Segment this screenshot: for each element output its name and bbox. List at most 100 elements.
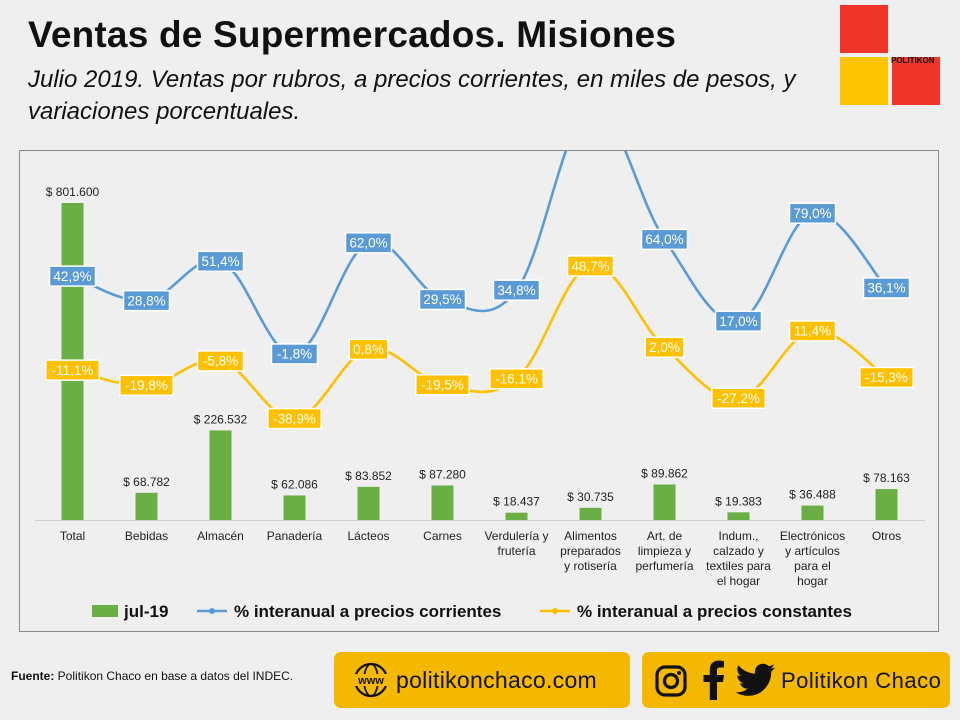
data-label-corrientes: 28,8% <box>127 293 165 308</box>
logo-square-red-top <box>840 5 888 53</box>
category-label: textiles para <box>706 559 771 573</box>
data-label-box-constantes <box>566 255 615 277</box>
page-subtitle: Julio 2019. Ventas por rubros, a precios… <box>28 66 796 125</box>
data-label-corrientes: -1,8% <box>277 347 312 362</box>
bar <box>283 495 306 520</box>
category-label: Electrónicos <box>780 529 845 543</box>
politikon-logo: POLITIKON <box>840 5 940 105</box>
twitter-icon[interactable] <box>736 663 776 697</box>
data-label-constantes: -11,1% <box>52 363 94 378</box>
globe-icon: www <box>353 662 389 698</box>
category-label: limpieza y <box>638 544 691 558</box>
data-label-box-corrientes <box>862 277 911 299</box>
data-label-box-corrientes <box>344 232 393 254</box>
data-label-box-constantes <box>415 374 470 396</box>
data-label-box-corrientes <box>196 250 245 273</box>
data-label-box-corrientes <box>270 343 319 365</box>
sales-chart: $ 801.600 $ 68.782 $ 226.532 $ 62.086 $ 83.8… <box>35 151 925 621</box>
category-label: Lácteos <box>347 529 389 543</box>
data-label-box-constantes <box>788 320 837 342</box>
category-label: para el <box>794 559 831 573</box>
data-label-box-corrientes <box>122 289 171 312</box>
data-label-box-constantes <box>859 366 914 389</box>
data-label-corrientes: 64,0% <box>645 232 683 247</box>
logo-square-red-bottom <box>892 57 940 105</box>
data-label-corrientes: 36,1% <box>867 281 905 296</box>
category-label: y rotisería <box>564 559 617 573</box>
source-text: Politikon Chaco en base a datos del INDE… <box>54 669 294 683</box>
globe-www-text: www <box>357 675 384 687</box>
data-label-box-corrientes <box>714 310 763 332</box>
data-label-box-constantes <box>489 368 544 390</box>
series-line-corrientes <box>72 151 888 356</box>
bar <box>653 484 676 520</box>
source-note: Fuente: Politikon Chaco en base a datos … <box>11 669 293 683</box>
data-label-constantes: -16,1% <box>495 372 538 387</box>
bar <box>209 430 232 520</box>
category-label: y artículos <box>785 544 840 558</box>
data-label-corrientes: 34,8% <box>497 283 535 298</box>
bar-value-label: $ 62.086 <box>271 477 318 491</box>
category-label: Almacén <box>197 529 244 543</box>
category-label: Otros <box>872 529 901 543</box>
bar-value-label: $ 83.852 <box>345 469 392 483</box>
data-label-box-corrientes <box>788 202 837 224</box>
bar-value-label: $ 68.782 <box>123 475 170 489</box>
data-label-box-constantes <box>644 336 685 359</box>
social-banner: Politikon Chaco <box>642 652 950 708</box>
category-label: Carnes <box>423 529 462 543</box>
data-label-constantes: 2,0% <box>649 340 680 355</box>
bar-value-label: $ 87.280 <box>419 467 466 481</box>
bar <box>505 512 528 520</box>
data-label-constantes: -19,5% <box>421 378 464 393</box>
bar <box>579 507 602 520</box>
category-label: Panadería <box>267 529 323 543</box>
legend-label-line: % interanual a precios constantes <box>577 602 852 621</box>
data-label-constantes: -27,2% <box>717 391 760 406</box>
data-label-box-corrientes <box>492 279 541 301</box>
bar <box>875 489 898 520</box>
website-link[interactable]: politikonchaco.com <box>396 667 598 693</box>
bar <box>431 485 454 520</box>
legend-swatch-marker <box>209 608 215 614</box>
bar-value-label: $ 36.488 <box>789 488 836 502</box>
data-label-box-constantes <box>348 338 389 361</box>
bar-value-label: $ 801.600 <box>46 185 100 199</box>
data-label-box-corrientes <box>640 228 689 251</box>
data-label-constantes: -5,8% <box>203 354 238 369</box>
category-label: Indum., <box>718 529 758 543</box>
source-label: Fuente: <box>11 669 55 683</box>
logo-text: POLITIKON <box>891 56 935 65</box>
bar-value-label: $ 226.532 <box>194 412 248 426</box>
category-label: el hogar <box>717 574 760 588</box>
data-label-corrientes: 17,0% <box>719 314 757 329</box>
data-label-corrientes: 42,9% <box>53 269 91 284</box>
bar <box>357 486 380 520</box>
data-label-corrientes: 29,5% <box>423 292 461 307</box>
category-label: Verdulería y <box>484 529 548 543</box>
data-label-constantes: 0,8% <box>353 342 384 357</box>
bar-value-label: $ 30.735 <box>567 490 614 504</box>
category-label: hogar <box>797 574 828 588</box>
data-label-box-constantes <box>119 374 174 397</box>
social-handle[interactable]: Politikon Chaco <box>781 668 942 693</box>
website-banner[interactable]: www politikonchaco.com <box>334 652 630 708</box>
category-label: Art. de <box>647 529 683 543</box>
category-label: perfumería <box>635 559 693 573</box>
category-label: frutería <box>497 544 535 558</box>
data-label-box-constantes <box>711 387 766 409</box>
legend-swatch-marker <box>552 608 558 614</box>
data-label-box-constantes <box>267 407 322 430</box>
data-label-constantes: -15,3% <box>865 370 908 385</box>
chart-container: $ 801.600 $ 68.782 $ 226.532 $ 62.086 $ 83.8… <box>19 150 939 632</box>
legend-swatch-bar <box>92 605 118 617</box>
logo-square-yellow <box>840 57 888 105</box>
bar-value-label: $ 89.862 <box>641 466 688 480</box>
facebook-icon[interactable] <box>700 660 726 700</box>
bar <box>727 512 750 520</box>
bar <box>801 505 824 520</box>
category-label: Alimentos <box>564 529 617 543</box>
data-label-box-corrientes <box>48 265 97 287</box>
instagram-icon[interactable] <box>654 664 688 698</box>
category-label: Bebidas <box>125 529 168 543</box>
